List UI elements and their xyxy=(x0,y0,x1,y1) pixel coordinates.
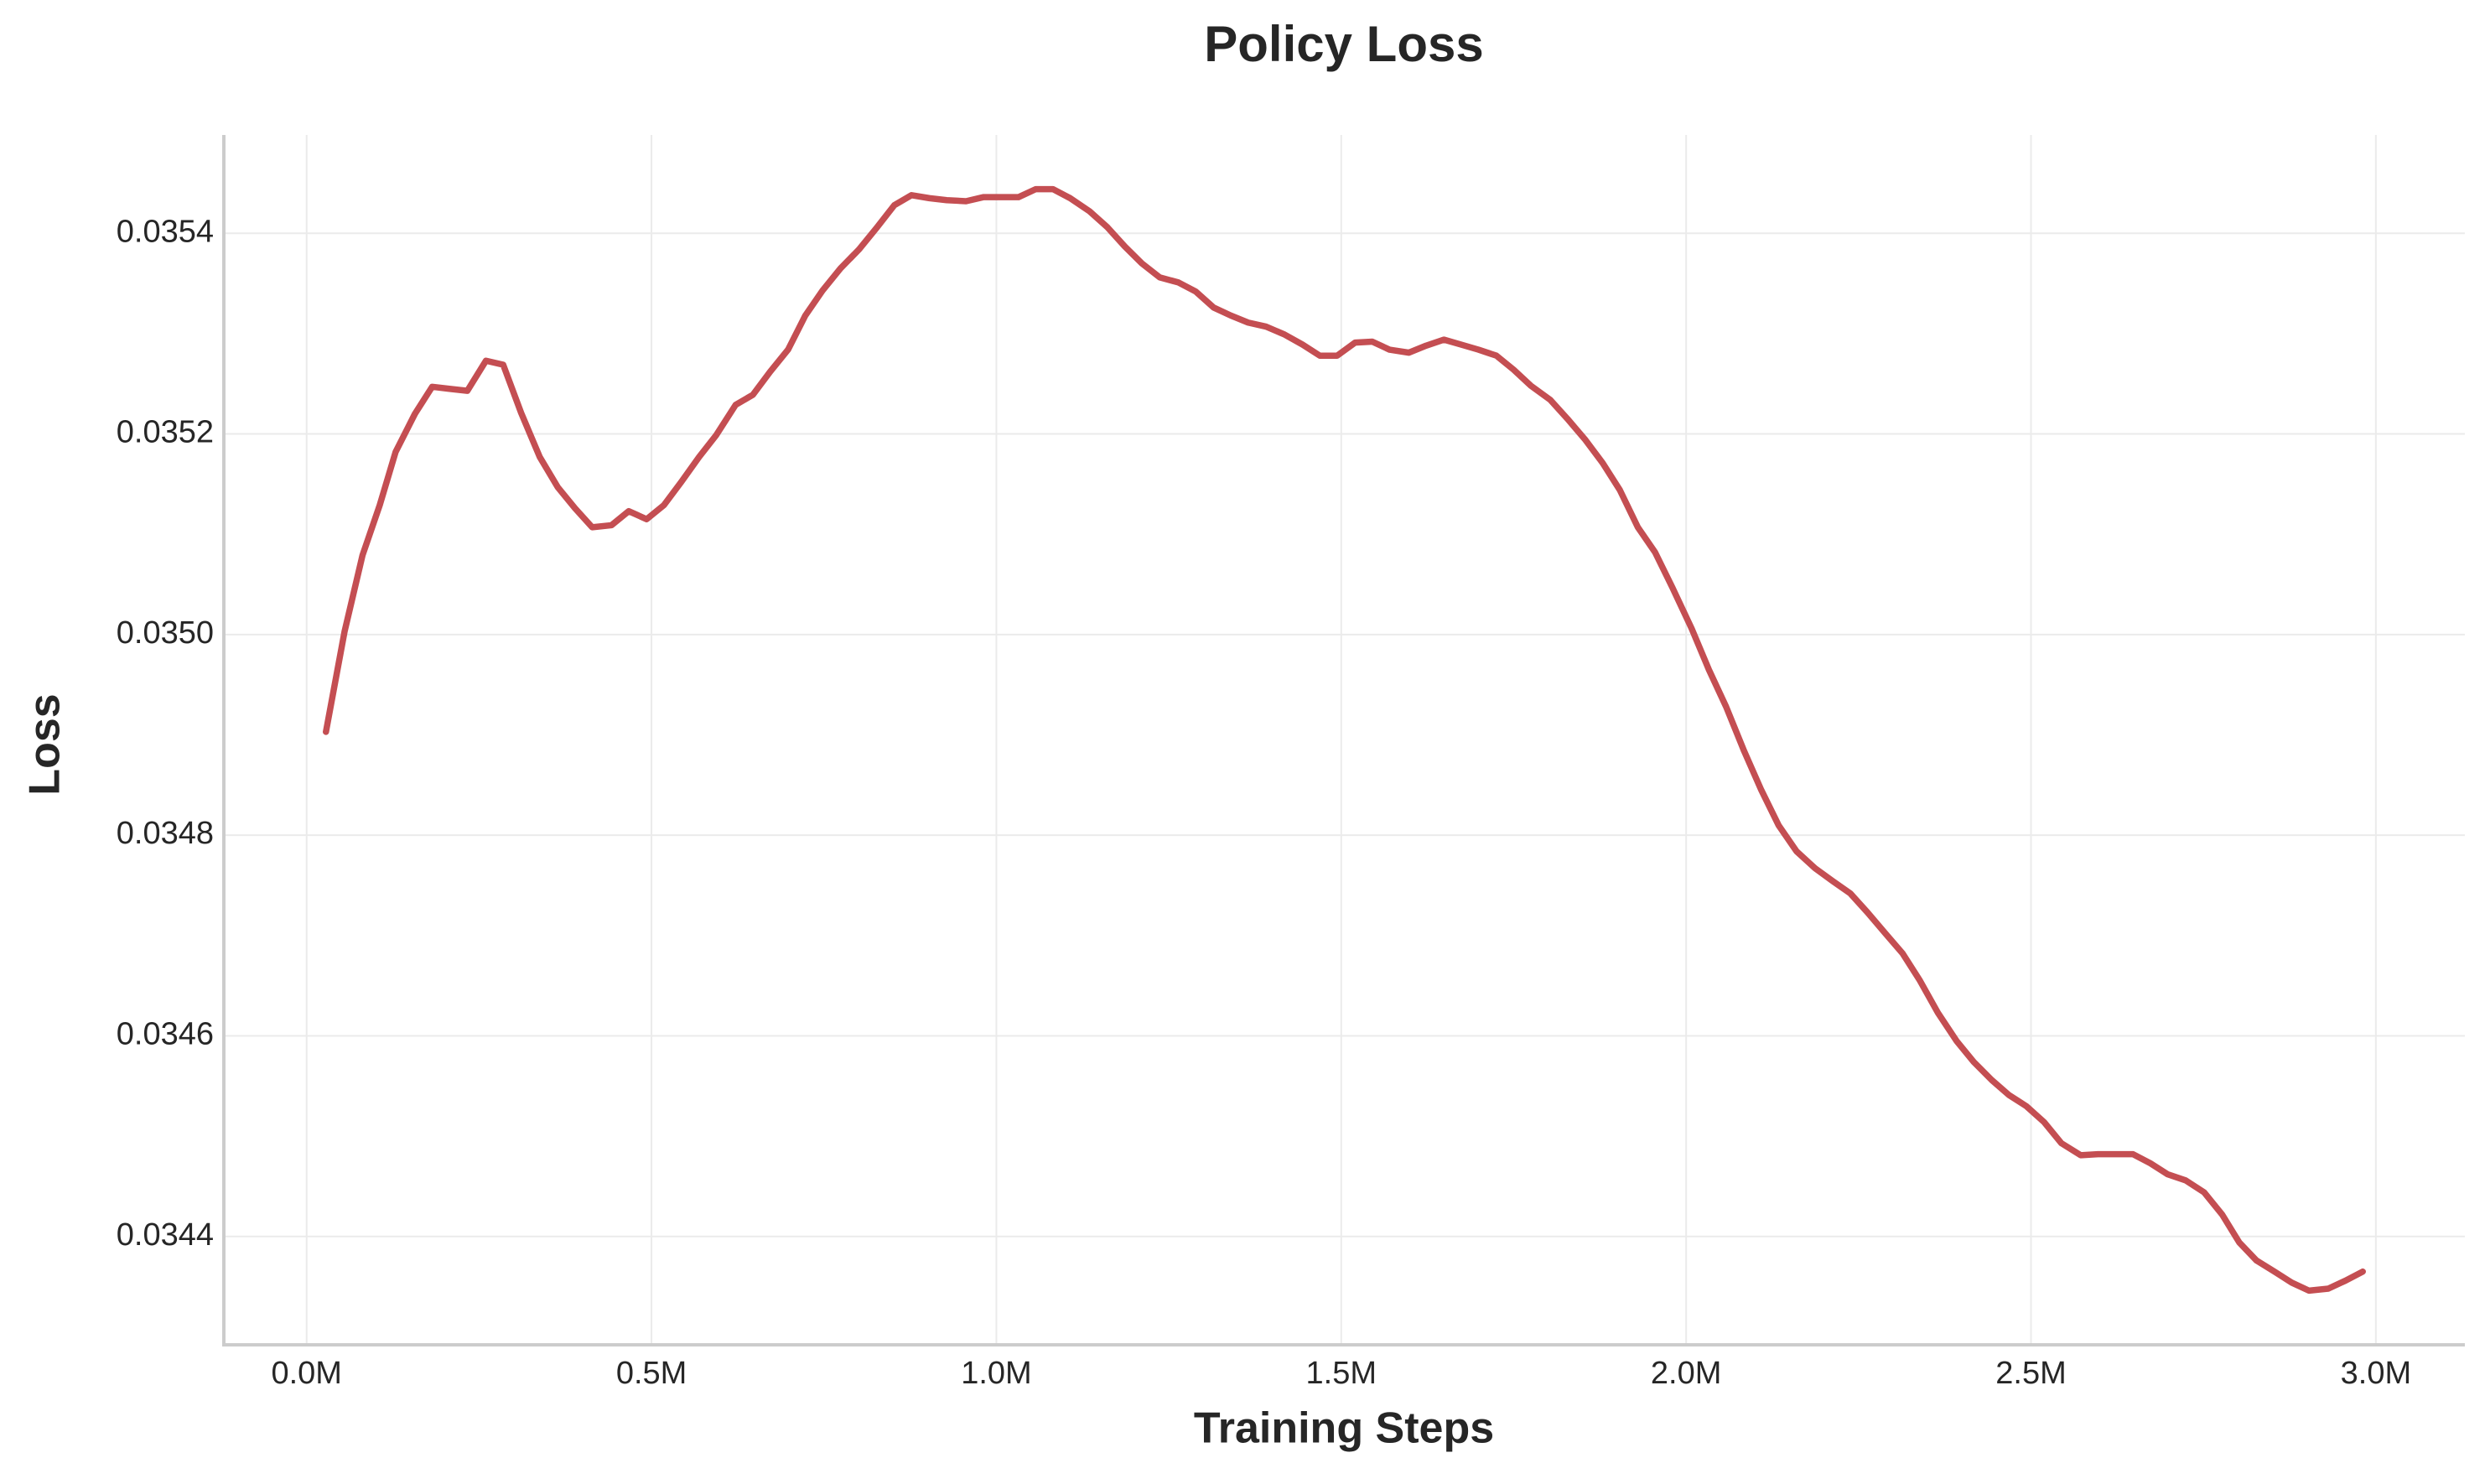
y-axis-label: Loss xyxy=(21,693,70,795)
y-tick-label: 0.0348 xyxy=(117,816,214,851)
x-tick-label: 3.0M xyxy=(2341,1356,2411,1391)
x-tick-label: 2.0M xyxy=(1651,1356,1721,1391)
tick-labels: 0.0344 0.0346 0.0348 0.0350 0.0352 0.0354 0.0M… xyxy=(117,214,2411,1391)
x-tick-label: 0.5M xyxy=(616,1356,687,1391)
x-axis-label: Training Steps xyxy=(1194,1404,1494,1453)
x-tick-label: 1.5M xyxy=(1306,1356,1377,1391)
chart-title: Policy Loss xyxy=(1204,16,1483,72)
y-tick-label: 0.0346 xyxy=(117,1017,214,1052)
y-tick-label: 0.0350 xyxy=(117,615,214,651)
plot-area xyxy=(323,185,2366,1295)
data-line xyxy=(323,185,2366,1295)
y-tick-label: 0.0354 xyxy=(117,214,214,249)
y-tick-label: 0.0352 xyxy=(117,415,214,450)
grid xyxy=(224,135,2465,1345)
x-tick-label: 1.0M xyxy=(961,1356,1031,1391)
x-tick-label: 0.0M xyxy=(271,1356,341,1391)
x-tick-label: 2.5M xyxy=(1995,1356,2066,1391)
y-tick-label: 0.0344 xyxy=(117,1217,214,1253)
